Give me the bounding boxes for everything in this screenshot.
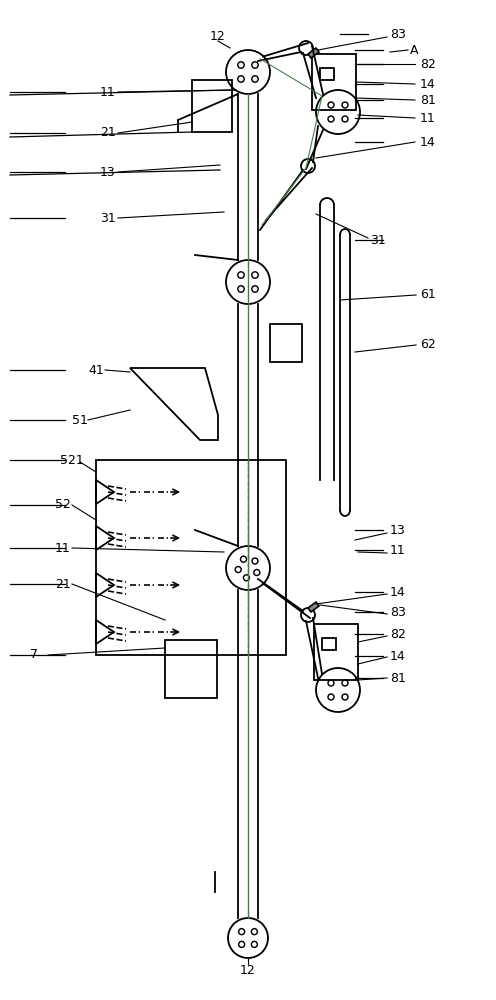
Polygon shape	[308, 602, 319, 612]
Text: 14: 14	[390, 585, 406, 598]
Text: 41: 41	[88, 363, 104, 376]
Text: 11: 11	[390, 544, 406, 556]
Text: 82: 82	[420, 57, 436, 70]
Text: 14: 14	[420, 78, 436, 91]
Text: 52: 52	[55, 498, 71, 512]
Text: 11: 11	[100, 86, 116, 99]
Bar	[314, 624, 358, 680]
Text: 81: 81	[420, 94, 436, 106]
Text: 51: 51	[72, 414, 88, 426]
Text: 521: 521	[60, 454, 84, 466]
Bar	[312, 54, 356, 110]
Text: 14: 14	[390, 650, 406, 662]
Text: 83: 83	[390, 605, 406, 618]
Text: 21: 21	[55, 578, 71, 590]
Text: 11: 11	[55, 542, 71, 554]
Text: 31: 31	[370, 233, 386, 246]
Text: A: A	[410, 43, 419, 56]
Bar	[270, 324, 302, 362]
Text: 61: 61	[420, 288, 436, 302]
Bar	[192, 80, 232, 132]
Text: 12: 12	[240, 964, 256, 976]
Bar	[322, 638, 336, 650]
Text: 14: 14	[420, 135, 436, 148]
Text: 12: 12	[210, 30, 226, 43]
Text: 13: 13	[100, 165, 116, 178]
Text: 31: 31	[100, 212, 116, 225]
Text: 82: 82	[390, 628, 406, 641]
Text: 11: 11	[420, 111, 436, 124]
Text: 21: 21	[100, 126, 116, 139]
Text: 83: 83	[390, 27, 406, 40]
Bar	[320, 68, 334, 80]
Bar	[96, 460, 286, 655]
Bar	[165, 640, 217, 698]
Text: 7: 7	[30, 648, 38, 662]
Polygon shape	[308, 48, 319, 58]
Text: 13: 13	[390, 524, 406, 536]
Text: 62: 62	[420, 338, 436, 352]
Text: 81: 81	[390, 672, 406, 684]
